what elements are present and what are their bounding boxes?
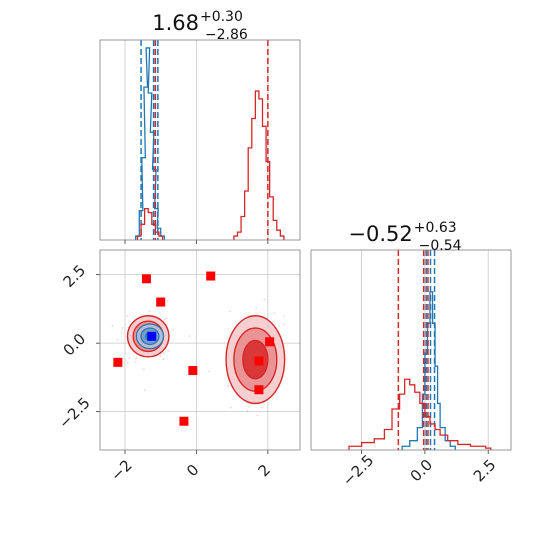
joint-red-square-marker <box>141 274 151 284</box>
joint-red-square-marker <box>156 297 166 307</box>
joint-red-square-marker <box>254 356 264 366</box>
joint-sample-point <box>188 335 191 338</box>
title-x-upper: +0.30 <box>200 9 243 25</box>
joint-frame <box>99 249 301 451</box>
joint-sample-point <box>134 360 137 363</box>
marginal-y-frame <box>310 249 512 451</box>
joint-sample-point <box>159 355 162 357</box>
joint-sample-point <box>163 351 165 354</box>
marginal-y-tick-label: 2.5 <box>470 456 500 486</box>
title-y-upper: +0.63 <box>414 220 457 236</box>
joint-red-square-marker <box>188 366 198 376</box>
joint-y-tick-label: −2.5 <box>55 394 93 432</box>
marginal-x-panel <box>99 39 301 244</box>
joint-y-tick-label: 2.5 <box>60 261 90 291</box>
joint-sample-point <box>208 370 211 373</box>
joint-sample-point <box>126 362 129 365</box>
joint-sample-point <box>121 326 124 329</box>
marginal-x-frame <box>99 39 301 241</box>
joint-sample-point <box>165 317 168 319</box>
title-y-lower: −0.54 <box>419 238 462 254</box>
title-x-value: 1.68 <box>152 11 199 35</box>
joint-sample-point <box>111 325 114 327</box>
joint-sample-point <box>230 406 233 409</box>
joint-sample-point <box>273 312 276 315</box>
marginal-y-histogram-blue <box>401 291 456 450</box>
joint-sample-point <box>229 310 231 313</box>
joint-sample-point <box>260 406 263 409</box>
joint-sample-point <box>255 306 258 309</box>
joint-sample-point <box>283 323 285 326</box>
joint-blue-square-marker <box>147 331 157 341</box>
joint-sample-point <box>135 357 137 360</box>
joint-sample-point <box>166 299 169 302</box>
marginal-x-histogram-red <box>136 90 285 240</box>
joint-sample-point <box>143 389 146 392</box>
joint-sample-point <box>263 298 266 301</box>
marginal-y-histogram-red <box>348 378 492 450</box>
joint-x-tick-label: 0 <box>183 461 202 480</box>
joint-red-square-marker <box>254 385 264 395</box>
joint-sample-point <box>143 368 145 371</box>
joint-sample-point <box>256 414 259 417</box>
marginal-x-title: 1.68+0.30 −2.86 <box>152 9 248 43</box>
marginal-y-title: −0.52+0.63 −0.54 <box>348 220 461 254</box>
marginal-y-tick-label: 0.0 <box>407 456 437 486</box>
joint-red-square-marker <box>206 271 216 281</box>
joint-red-square-marker <box>265 337 275 347</box>
joint-sample-point <box>120 332 123 335</box>
joint-panel: −2 0 2 −2.5 0.0 2.5 <box>55 249 301 485</box>
joint-sample-point <box>116 338 119 341</box>
title-y-value: −0.52 <box>348 222 412 246</box>
joint-sample-point <box>148 310 151 313</box>
joint-x-tick-label: 2 <box>255 461 274 480</box>
joint-sample-point <box>163 318 166 321</box>
joint-sample-point <box>172 329 175 331</box>
joint-red-square-marker <box>179 416 189 426</box>
joint-sample-point <box>167 349 170 352</box>
joint-sample-point <box>246 409 249 412</box>
joint-sample-point <box>128 357 131 360</box>
joint-sample-point <box>162 358 165 360</box>
joint-sample-point <box>282 315 285 318</box>
joint-sample-point <box>226 384 229 387</box>
marginal-x-histogram-blue <box>135 47 165 240</box>
joint-y-tick-label: 0.0 <box>60 330 90 360</box>
marginal-y-tick-label: −2.5 <box>339 451 377 489</box>
title-x-lower: −2.86 <box>205 27 248 43</box>
joint-red-square-marker <box>113 357 123 367</box>
joint-x-tick-label: −2 <box>107 456 135 484</box>
joint-sample-point <box>126 315 129 317</box>
marginal-y-panel: −2.5 0.0 2.5 <box>310 249 512 490</box>
